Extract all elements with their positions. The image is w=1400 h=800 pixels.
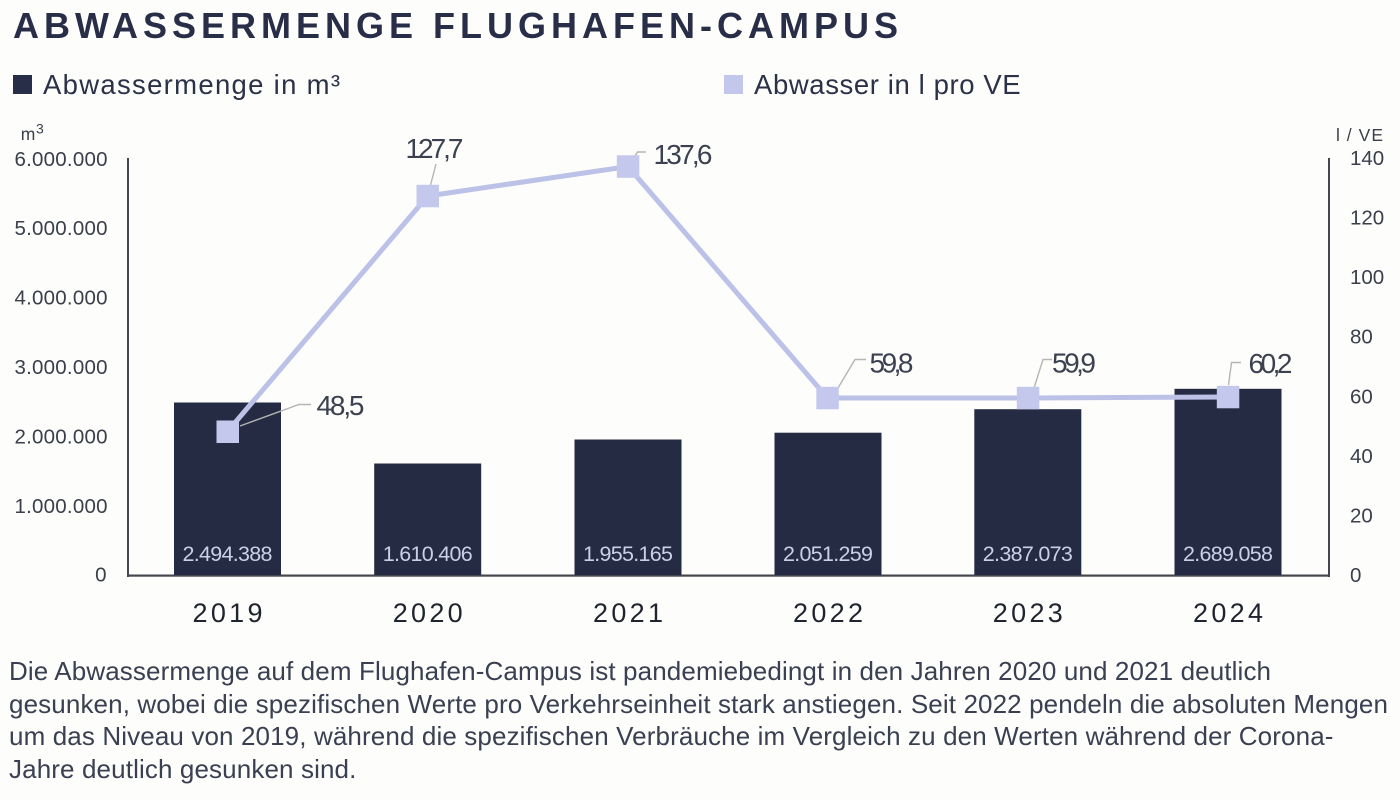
svg-text:1.955.165: 1.955.165 (583, 542, 673, 566)
svg-text:48,5: 48,5 (317, 390, 365, 421)
svg-text:2024: 2024 (1193, 598, 1263, 628)
svg-text:59,8: 59,8 (870, 348, 914, 379)
svg-text:2.494.388: 2.494.388 (183, 542, 273, 566)
svg-text:2022: 2022 (793, 598, 863, 628)
svg-text:80: 80 (1350, 326, 1373, 349)
svg-text:140: 140 (1350, 147, 1384, 170)
svg-text:0: 0 (95, 564, 106, 587)
svg-text:40: 40 (1350, 445, 1373, 468)
svg-text:120: 120 (1350, 207, 1384, 230)
svg-text:59,9: 59,9 (1052, 348, 1096, 379)
svg-text:m3: m3 (21, 121, 45, 145)
svg-text:2021: 2021 (593, 598, 663, 628)
svg-text:2.689.058: 2.689.058 (1183, 542, 1273, 566)
svg-text:0: 0 (1350, 564, 1361, 587)
svg-text:5.000.000: 5.000.000 (15, 217, 108, 240)
svg-text:2023: 2023 (993, 598, 1063, 628)
svg-text:60,2: 60,2 (1249, 348, 1293, 379)
svg-text:127,7: 127,7 (406, 133, 464, 164)
svg-text:4.000.000: 4.000.000 (15, 287, 108, 310)
svg-text:1.610.406: 1.610.406 (383, 542, 473, 566)
svg-text:60: 60 (1350, 385, 1373, 408)
svg-text:100: 100 (1350, 266, 1384, 289)
svg-text:2.000.000: 2.000.000 (15, 426, 108, 449)
svg-text:2020: 2020 (393, 598, 463, 628)
svg-text:2.051.259: 2.051.259 (783, 542, 873, 566)
svg-text:3.000.000: 3.000.000 (15, 356, 108, 379)
svg-text:2.387.073: 2.387.073 (983, 542, 1073, 566)
svg-text:l / VE: l / VE (1336, 125, 1383, 145)
svg-text:20: 20 (1350, 504, 1373, 527)
svg-text:137,6: 137,6 (654, 139, 713, 170)
svg-text:2019: 2019 (193, 598, 263, 628)
svg-text:6.000.000: 6.000.000 (15, 148, 108, 171)
svg-text:1.000.000: 1.000.000 (15, 495, 108, 518)
